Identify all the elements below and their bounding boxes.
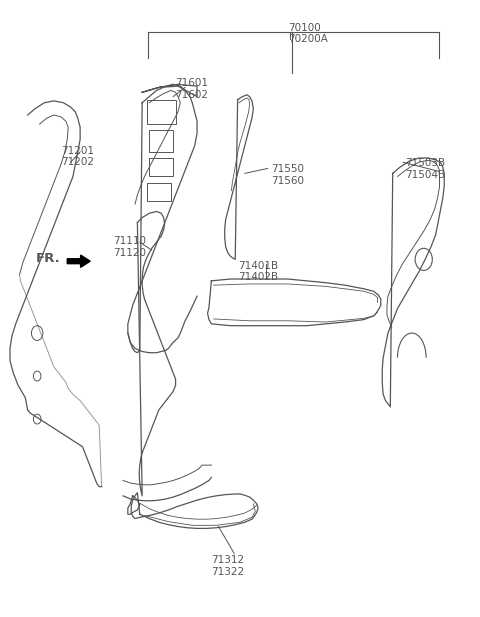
- Bar: [149, 130, 173, 152]
- Text: 71550
71560: 71550 71560: [271, 164, 304, 186]
- Bar: [147, 100, 176, 124]
- Text: 71601
71602: 71601 71602: [176, 78, 209, 100]
- Text: 71110
71120: 71110 71120: [114, 236, 146, 258]
- Text: 71401B
71402B: 71401B 71402B: [238, 260, 278, 282]
- Text: 71312
71322: 71312 71322: [211, 555, 244, 577]
- Bar: [147, 183, 171, 201]
- Bar: [149, 158, 173, 176]
- Text: 71201
71202: 71201 71202: [61, 146, 94, 167]
- Polygon shape: [67, 255, 90, 267]
- Text: 70100
70200A: 70100 70200A: [288, 23, 327, 44]
- Text: 71503B
71504B: 71503B 71504B: [405, 158, 445, 180]
- Text: FR.: FR.: [36, 252, 60, 265]
